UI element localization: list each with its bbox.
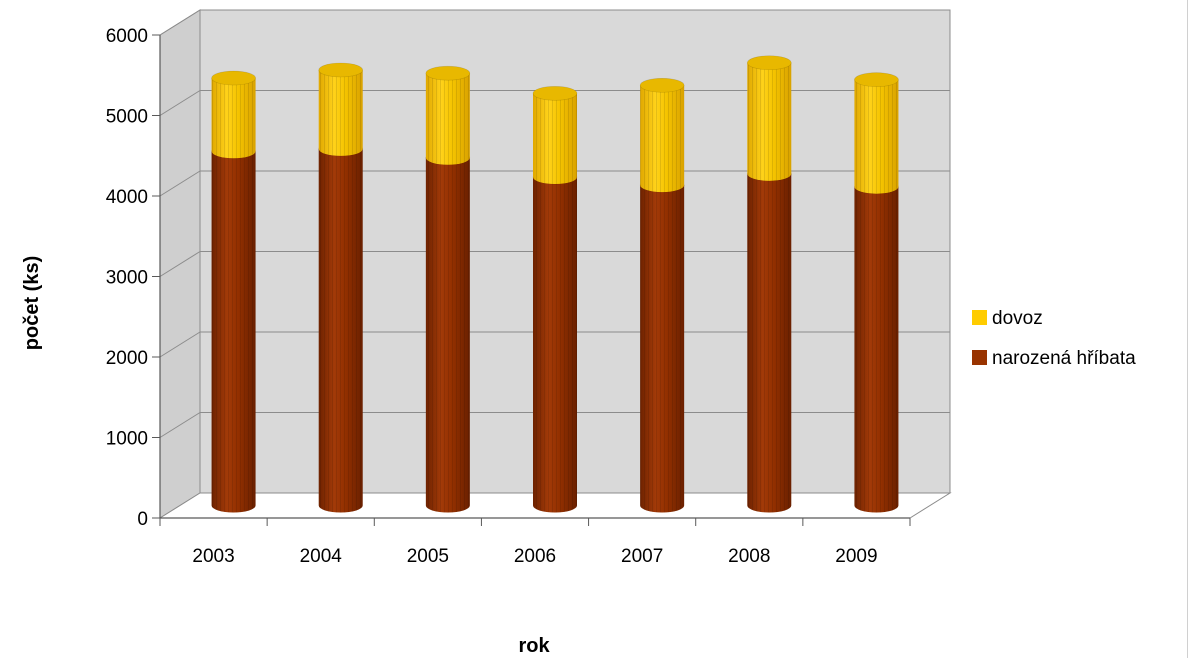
x-tick-label: 2003 xyxy=(192,546,234,567)
legend-swatch xyxy=(972,350,987,365)
x-tick-label: 2005 xyxy=(407,546,449,567)
y-tick-label: 2000 xyxy=(106,348,148,369)
tick-labels: 0 1000 2000 3000 4000 5000 6000 2003 2004 2005 200… xyxy=(106,26,878,567)
gridline-side xyxy=(159,90,201,116)
bar-segment-dovoz xyxy=(639,77,685,193)
gridline-side xyxy=(159,251,201,277)
y-tick-label: 4000 xyxy=(106,187,148,208)
x-tick-label: 2009 xyxy=(835,546,877,567)
x-tick-label: 2007 xyxy=(621,546,663,567)
legend: dovoz narozená hříbata xyxy=(972,308,1136,369)
x-tick-label: 2006 xyxy=(514,546,556,567)
legend-item: narozená hříbata xyxy=(972,348,1136,369)
x-tick-label: 2004 xyxy=(300,546,343,567)
bar-segment-narozena xyxy=(425,150,471,513)
bar-segment-narozena xyxy=(746,166,792,513)
legend-item: dovoz xyxy=(972,308,1043,329)
bar-segment-dovoz xyxy=(425,65,471,165)
bar-segment-dovoz xyxy=(318,62,364,156)
bar-segment-narozena xyxy=(532,169,578,513)
bar-segment-dovoz xyxy=(854,72,899,194)
y-tick-label: 5000 xyxy=(106,107,148,128)
bars xyxy=(211,55,899,513)
y-tick-label: 1000 xyxy=(106,429,148,450)
y-tick-label: 3000 xyxy=(106,268,148,289)
y-tick-label: 6000 xyxy=(106,26,148,47)
y-tick-label: 0 xyxy=(137,509,148,530)
bar-segment-narozena xyxy=(211,144,256,513)
bar-segment-dovoz xyxy=(532,86,578,185)
bar-segment-narozena xyxy=(854,179,899,513)
legend-label: narozená hříbata xyxy=(992,348,1136,369)
bar-segment-narozena xyxy=(639,177,685,513)
legend-swatch xyxy=(972,310,987,325)
x-axis-title: rok xyxy=(518,635,550,657)
bar-segment-narozena xyxy=(318,141,364,513)
legend-label: dovoz xyxy=(992,308,1043,329)
bar-segment-dovoz xyxy=(746,55,792,181)
gridline-side xyxy=(159,170,201,197)
gridline-side xyxy=(159,331,201,358)
y-axis-title: počet (ks) xyxy=(21,256,43,350)
frame-border xyxy=(1187,0,1188,658)
gridline-side xyxy=(159,412,201,438)
axes xyxy=(152,34,911,526)
gridline-side xyxy=(159,9,201,36)
x-tick-label: 2008 xyxy=(728,546,770,567)
bar-segment-dovoz xyxy=(211,70,256,159)
